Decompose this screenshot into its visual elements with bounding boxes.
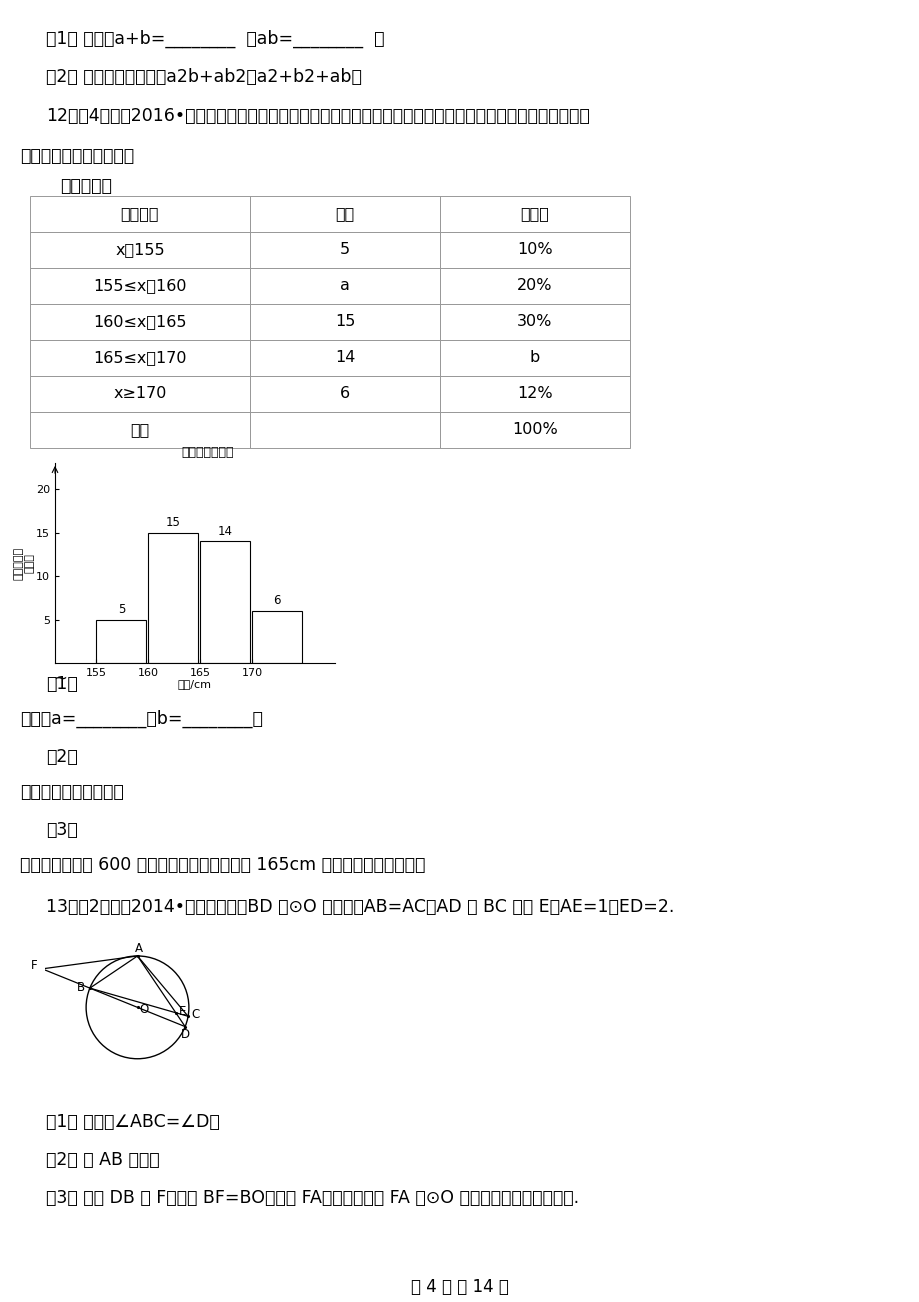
Bar	[30, 197, 250, 232]
Text: E: E	[178, 1005, 186, 1018]
Text: 频数: 频数	[335, 207, 354, 221]
Text: 5: 5	[339, 242, 350, 258]
Bar	[439, 411, 630, 448]
Text: 13．（2分）（2014•崇左）如图，BD 为⊙O 的直径，AB=AC，AD 交 BC 于点 E，AE=1，ED=2.: 13．（2分）（2014•崇左）如图，BD 为⊙O 的直径，AB=AC，AD 交…	[46, 898, 674, 917]
X-axis label: 身高/cm: 身高/cm	[177, 680, 211, 689]
Bar	[439, 197, 630, 232]
Text: b: b	[529, 350, 539, 366]
Text: 填空：a=________，b=________；: 填空：a=________，b=________；	[20, 710, 263, 728]
Bar	[30, 303, 250, 340]
Bar	[250, 232, 439, 268]
Text: D: D	[180, 1027, 189, 1040]
Text: 15: 15	[165, 516, 180, 529]
Bar	[148, 533, 198, 663]
Bar	[439, 376, 630, 411]
Text: 14: 14	[335, 350, 355, 366]
Text: 数据绘成如图统计图表：: 数据绘成如图统计图表：	[20, 147, 134, 165]
Bar	[250, 411, 439, 448]
Text: A: A	[134, 943, 142, 956]
Text: 15: 15	[335, 315, 355, 329]
Bar	[252, 611, 301, 663]
Text: （1） 求证：∠ABC=∠D；: （1） 求证：∠ABC=∠D；	[46, 1113, 220, 1131]
Bar	[30, 232, 250, 268]
Text: （1） 填空：a+b=________  ，ab=________  。: （1） 填空：a+b=________ ，ab=________ 。	[46, 30, 384, 48]
Text: x≥170: x≥170	[113, 387, 166, 401]
Bar	[439, 268, 630, 303]
Bar	[30, 340, 250, 376]
Y-axis label: 频数（学生
人数）: 频数（学生 人数）	[13, 547, 35, 579]
Text: C: C	[191, 1008, 199, 1021]
Bar	[250, 376, 439, 411]
Text: 100%: 100%	[512, 423, 557, 437]
Text: 20%: 20%	[516, 279, 552, 293]
Text: a: a	[340, 279, 349, 293]
Text: （1）: （1）	[46, 674, 78, 693]
Text: x＜155: x＜155	[115, 242, 165, 258]
Bar	[439, 340, 630, 376]
Text: 5: 5	[118, 603, 125, 616]
Bar	[250, 340, 439, 376]
Text: 该校九年级共有 600 名学生，估计身高不低于 165cm 的学生大约有多少人？: 该校九年级共有 600 名学生，估计身高不低于 165cm 的学生大约有多少人？	[20, 855, 425, 874]
Bar	[200, 542, 250, 663]
Bar	[439, 303, 630, 340]
Bar	[30, 376, 250, 411]
Text: 10%: 10%	[516, 242, 552, 258]
Text: 频数分布直方图: 频数分布直方图	[181, 447, 233, 460]
Text: 百分比: 百分比	[520, 207, 549, 221]
Text: F: F	[30, 958, 38, 971]
Text: 补全频数分布直方图；: 补全频数分布直方图；	[20, 783, 124, 801]
Text: 频数分布表: 频数分布表	[60, 177, 112, 195]
Text: O: O	[140, 1004, 149, 1017]
Text: （2）: （2）	[46, 749, 78, 766]
Bar	[96, 620, 146, 663]
Text: 身高分组: 身高分组	[120, 207, 159, 221]
Text: 14: 14	[217, 525, 233, 538]
Bar	[30, 268, 250, 303]
Bar	[30, 411, 250, 448]
Text: ~: ~	[53, 669, 67, 687]
Text: 第 4 页 共 14 页: 第 4 页 共 14 页	[411, 1279, 508, 1295]
Text: （2） 求 AB 的长；: （2） 求 AB 的长；	[46, 1151, 160, 1169]
Bar	[439, 232, 630, 268]
Text: 30%: 30%	[516, 315, 552, 329]
Text: （3）: （3）	[46, 822, 78, 838]
Bar	[250, 268, 439, 303]
Text: 6: 6	[339, 387, 350, 401]
Text: 160≤x＜165: 160≤x＜165	[93, 315, 187, 329]
Text: （2） 求下列各式的値：a2b+ab2；a2+b2+ab。: （2） 求下列各式的値：a2b+ab2；a2+b2+ab。	[46, 68, 361, 86]
Text: 165≤x＜170: 165≤x＜170	[93, 350, 187, 366]
Text: 12%: 12%	[516, 387, 552, 401]
Bar	[250, 197, 439, 232]
Text: 6: 6	[273, 594, 280, 607]
Text: 155≤x＜160: 155≤x＜160	[93, 279, 187, 293]
Text: （3） 延长 DB 到 F，使得 BF=BO，连接 FA，试判断直线 FA 与⊙O 的位置关系，并说明理由.: （3） 延长 DB 到 F，使得 BF=BO，连接 FA，试判断直线 FA 与⊙…	[46, 1189, 578, 1207]
Text: 总计: 总计	[130, 423, 150, 437]
Text: B: B	[77, 980, 85, 993]
Text: 12．（4分）（2016•临沂）为了解某校九年级学生的身高情况，随机抽取部分学生的身高进行调查，利用所得: 12．（4分）（2016•临沂）为了解某校九年级学生的身高情况，随机抽取部分学生…	[46, 107, 589, 125]
Bar	[250, 303, 439, 340]
